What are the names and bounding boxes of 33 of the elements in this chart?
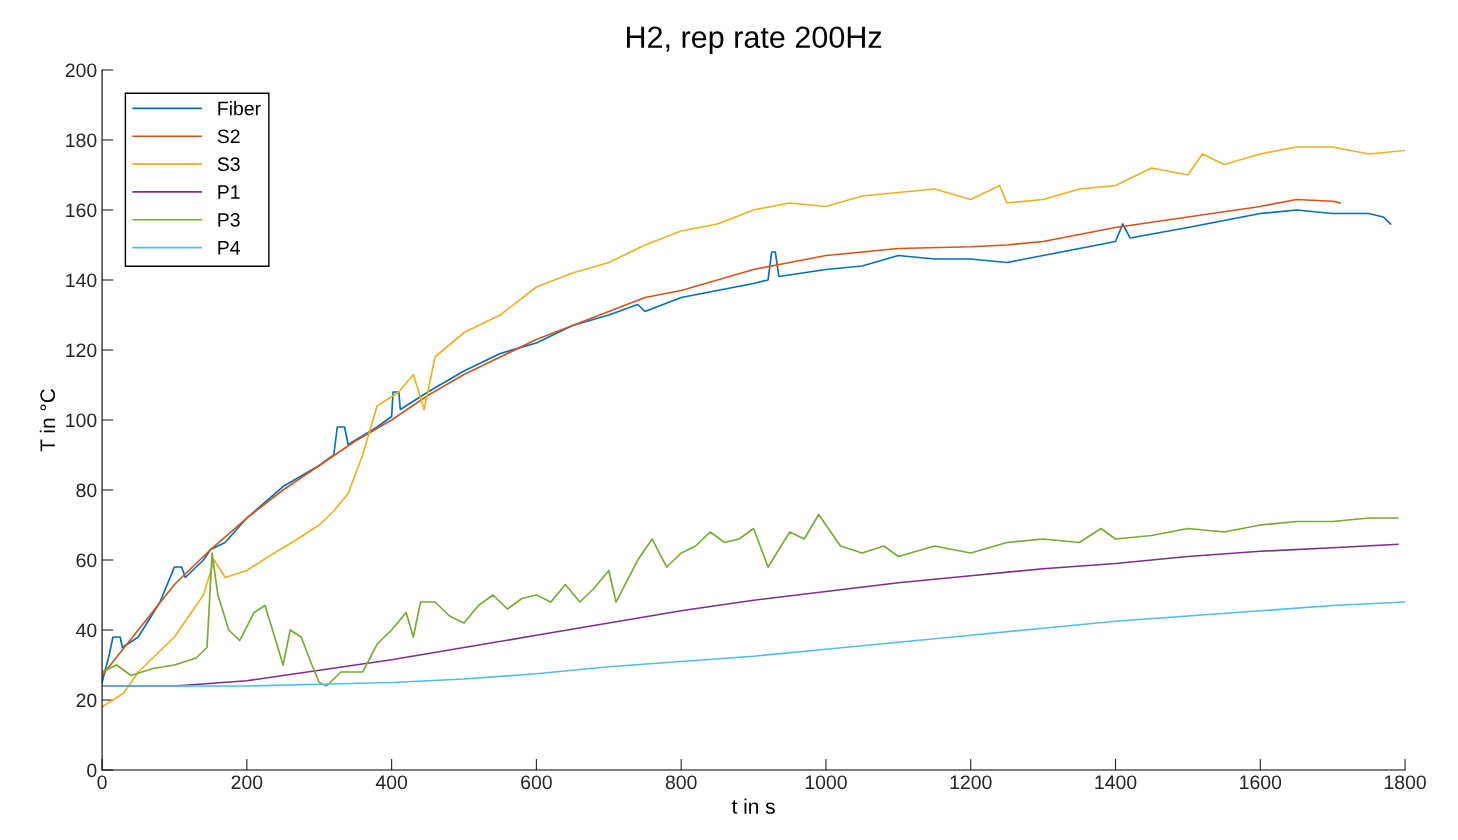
x-axis-title: t in s: [731, 798, 775, 814]
legend-label: P3: [218, 212, 240, 227]
x-tick-label: 600: [521, 775, 552, 790]
legend-label: P4: [218, 241, 240, 255]
x-tick-label: 1600: [1240, 775, 1282, 790]
x-tick-label: 0: [97, 775, 107, 790]
legend-label: P1: [218, 185, 240, 199]
y-tick-label: 160: [66, 203, 97, 218]
y-tick-label: 100: [66, 413, 97, 428]
y-axis-title: T in °C: [39, 389, 56, 452]
x-tick-label: 1000: [805, 775, 847, 790]
line-series: [102, 513, 1399, 687]
legend-label: S2: [217, 129, 240, 144]
legend-label: Fiber: [218, 101, 261, 116]
y-tick-label: 180: [66, 133, 97, 148]
x-tick-label: 1400: [1095, 775, 1137, 790]
y-tick-label: 20: [76, 693, 97, 708]
y-tick-label: 200: [65, 63, 97, 78]
y-tick-label: 40: [76, 623, 97, 638]
x-tick-label: 1200: [950, 775, 992, 790]
y-tick-label: 120: [66, 343, 97, 358]
chart-title: H2, rep rate 200Hz: [627, 26, 882, 55]
x-tick-label: 400: [375, 775, 408, 790]
y-tick-label: 60: [76, 553, 97, 568]
legend-label: S3: [217, 157, 240, 172]
y-tick-label: 0: [87, 763, 97, 778]
y-tick-label: 140: [66, 273, 97, 288]
x-tick-label: 800: [665, 775, 697, 790]
x-tick-label: 200: [231, 775, 263, 790]
line-series: [102, 146, 1406, 708]
x-tick-label: 1800: [1384, 775, 1426, 790]
line-series: [102, 601, 1406, 687]
y-tick-label: 80: [76, 483, 97, 498]
